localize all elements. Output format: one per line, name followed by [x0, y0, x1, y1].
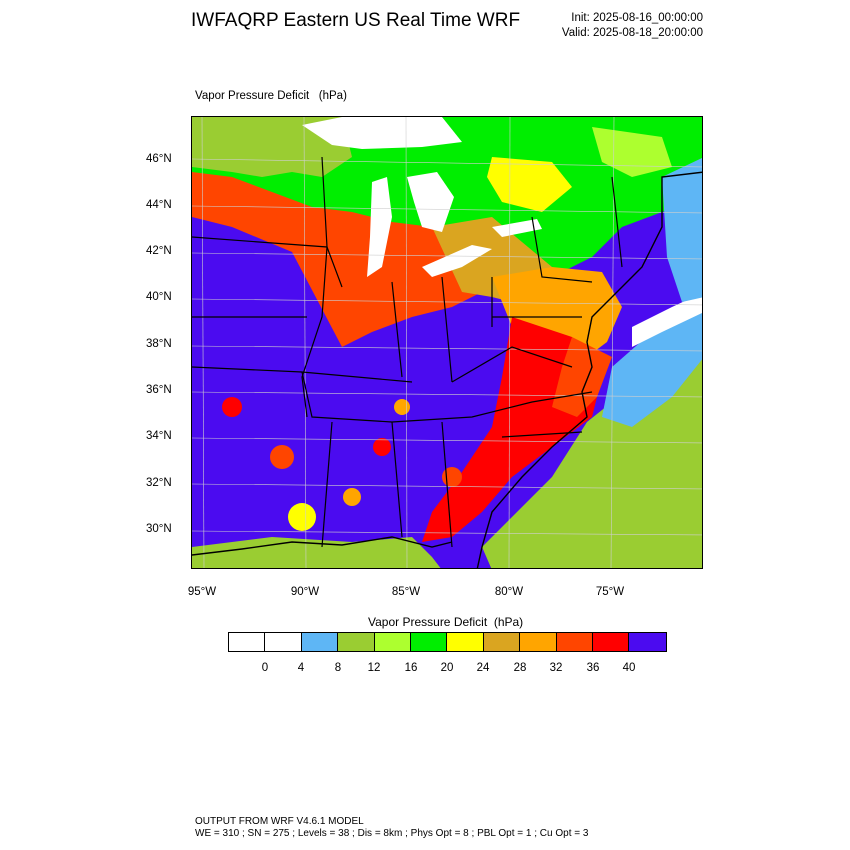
colorbar-tick: 28: [513, 662, 527, 674]
patch: [288, 503, 316, 531]
footer-model: OUTPUT FROM WRF V4.6.1 MODEL: [195, 816, 364, 827]
lat-label: 42°N: [146, 245, 172, 257]
lake-erie: [422, 245, 492, 277]
lake-ontario: [492, 219, 542, 237]
colorbar-segment: [374, 633, 411, 651]
colorbar-tick: 40: [622, 662, 636, 674]
colorbar-segment: [483, 633, 521, 651]
cold-shelf-water: [632, 292, 702, 347]
orange-red-va-region: [552, 337, 612, 417]
colorbar-segment: [447, 633, 484, 651]
colorbar-tick: 32: [549, 662, 563, 674]
colorbar-segment: [629, 633, 666, 651]
patch: [343, 488, 361, 506]
colorbar-tick: 24: [476, 662, 490, 674]
graticule: [192, 117, 702, 568]
lat-label: 44°N: [146, 199, 172, 211]
atlantic-coastline: [476, 171, 702, 568]
colorbar-tick: 8: [334, 662, 342, 674]
init-time: Init: 2025-08-16_00:00:00: [571, 12, 703, 24]
atlantic-ocean-blue: [602, 307, 702, 427]
colorbar-segment: [556, 633, 593, 651]
colorbar-segment: [410, 633, 448, 651]
lat-label: 46°N: [146, 153, 172, 165]
lat-label: 32°N: [146, 477, 172, 489]
plot-title: IWFAQRP Eastern US Real Time WRF: [191, 10, 521, 31]
valid-time: Valid: 2025-08-18_20:00:00: [561, 27, 703, 39]
moist-northwest-region: [192, 117, 352, 177]
lake-superior: [302, 117, 462, 149]
colorbar-tick: 16: [404, 662, 418, 674]
colorbar-segment: [265, 633, 302, 651]
footer-config: WE = 310 ; SN = 275 ; Levels = 38 ; Dis …: [195, 828, 589, 839]
patch: [373, 438, 391, 456]
vpd-map: [191, 116, 703, 569]
moist-quebec-region: [592, 127, 672, 177]
lon-label: 80°W: [494, 586, 524, 598]
dry-ontario-region: [487, 157, 572, 212]
colorbar-segment: [301, 633, 339, 651]
lake-michigan: [367, 177, 392, 277]
lat-label: 34°N: [146, 430, 172, 442]
lat-label: 40°N: [146, 291, 172, 303]
gulf-of-mexico: [192, 537, 441, 568]
lon-label: 90°W: [290, 586, 320, 598]
patch: [442, 467, 462, 487]
lake-huron: [407, 172, 454, 232]
patch: [394, 399, 410, 415]
lat-label: 36°N: [146, 384, 172, 396]
lon-label: 75°W: [595, 586, 625, 598]
lon-label: 95°W: [187, 586, 217, 598]
colorbar-tick: 0: [261, 662, 269, 674]
colorbar-segment: [229, 633, 266, 651]
colorbar-tick: 20: [440, 662, 454, 674]
patch: [270, 445, 294, 469]
red-coastal-band: [422, 317, 602, 542]
map-canvas: [192, 117, 702, 568]
gulf-of-maine: [662, 157, 702, 302]
lat-label: 38°N: [146, 338, 172, 350]
colorbar-segment: [520, 633, 557, 651]
colorbar-title: Vapor Pressure Deficit (hPa): [368, 615, 524, 629]
transition-red-region: [192, 172, 522, 347]
colorbar: [228, 632, 667, 652]
colorbar-tick: 4: [297, 662, 305, 674]
orange-pa-region: [492, 267, 622, 357]
lat-label: 30°N: [146, 523, 172, 535]
colorbar-segment: [592, 633, 630, 651]
lon-label: 85°W: [391, 586, 421, 598]
field-label: Vapor Pressure Deficit (hPa): [195, 90, 347, 102]
colorbar-segment: [338, 633, 375, 651]
patch: [222, 397, 242, 417]
gulf-coastline: [192, 536, 453, 556]
colorbar-tick: 12: [367, 662, 381, 674]
colorbar-tick: 36: [586, 662, 600, 674]
